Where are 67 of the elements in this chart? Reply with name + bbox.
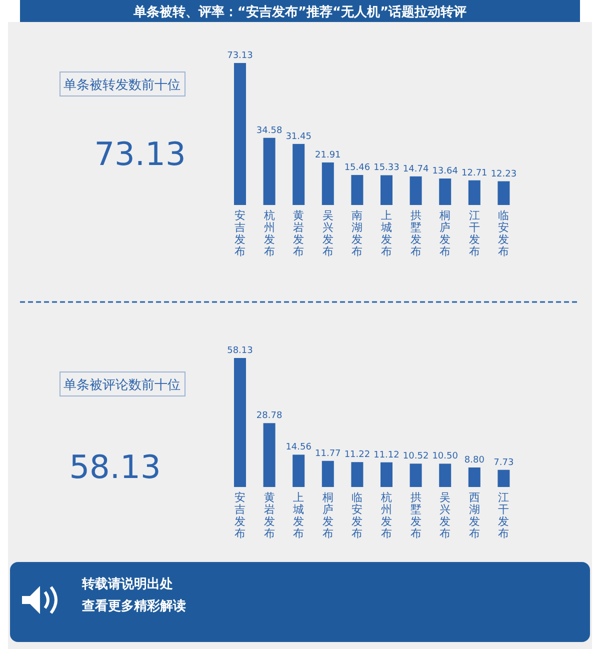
x-tick-label: 杭州发布 xyxy=(380,491,392,540)
bar xyxy=(439,178,452,205)
text: 73.13 xyxy=(94,135,186,173)
data-label: 13.64 xyxy=(432,166,458,177)
x-tick-label: 南湖发布 xyxy=(352,209,363,258)
bar xyxy=(468,467,480,487)
x-tick-label: 吴兴发布 xyxy=(440,491,451,540)
x-tick-label: 桐庐发布 xyxy=(321,491,334,540)
x-tick-label: 安吉发布 xyxy=(234,209,246,258)
data-label: 12.71 xyxy=(462,168,488,178)
bar xyxy=(292,454,305,487)
data-label: 10.52 xyxy=(402,452,429,462)
text: 单条被评论数前十位 xyxy=(64,378,180,393)
x-tick-label: 西湖发布 xyxy=(468,491,480,540)
bar xyxy=(410,176,422,205)
data-label: 28.78 xyxy=(256,411,282,422)
x-tick-label: 安吉发布 xyxy=(234,491,246,540)
text: 58.13 xyxy=(69,448,161,486)
x-tick-label: 拱墅发布 xyxy=(410,209,422,258)
bar xyxy=(351,462,364,487)
data-label: 14.56 xyxy=(286,442,312,453)
chart-title: 单条被转、评率：“安吉发布”推荐“无人机”话题拉动转评 xyxy=(132,4,467,20)
data-label: 73.13 xyxy=(227,51,253,61)
data-label: 7.73 xyxy=(494,458,514,468)
data-label: 11.77 xyxy=(315,448,341,459)
data-label: 21.91 xyxy=(315,150,341,160)
data-label: 12.23 xyxy=(490,169,517,180)
text: 转载请说明出处 xyxy=(81,577,173,592)
bar xyxy=(468,180,480,205)
data-label: 15.46 xyxy=(344,162,370,173)
data-label: 8.80 xyxy=(464,455,485,466)
data-label: 11.12 xyxy=(374,450,400,460)
data-label: 14.74 xyxy=(402,164,429,174)
data-label: 15.33 xyxy=(374,163,400,174)
bar xyxy=(322,460,334,487)
x-tick-label: 吴兴发布 xyxy=(322,209,334,258)
x-tick-label: 临安发布 xyxy=(498,209,510,258)
bar xyxy=(351,174,364,205)
text: 查看更多精彩解读 xyxy=(81,598,186,614)
bar xyxy=(380,462,392,487)
x-tick-label: 黄岩发布 xyxy=(293,209,304,258)
data-label: 10.50 xyxy=(432,452,458,462)
bar xyxy=(410,464,422,487)
bar xyxy=(380,175,392,205)
data-label: 34.58 xyxy=(256,126,282,136)
bar xyxy=(263,138,276,205)
text: 单条被转发数前十位 xyxy=(64,78,180,93)
bar xyxy=(439,464,452,487)
bar xyxy=(322,162,334,205)
bar xyxy=(234,358,246,487)
bar xyxy=(498,470,510,487)
x-tick-label: 上城发布 xyxy=(292,491,304,540)
data-label: 11.22 xyxy=(344,450,370,460)
data-label: 58.13 xyxy=(227,346,253,356)
x-tick-label: 江干发布 xyxy=(468,209,480,258)
x-tick-label: 黄岩发布 xyxy=(264,491,275,540)
x-tick-label: 杭州发布 xyxy=(262,209,275,258)
x-tick-label: 拱墅发布 xyxy=(410,491,422,540)
x-tick-label: 桐庐发布 xyxy=(438,209,451,258)
x-tick-label: 上城发布 xyxy=(380,209,392,258)
x-tick-label: 临安发布 xyxy=(352,491,363,540)
data-label: 31.45 xyxy=(286,132,312,142)
x-tick-label: 江干发布 xyxy=(498,491,510,540)
bar xyxy=(292,144,305,205)
bar xyxy=(234,63,246,205)
bar xyxy=(263,423,276,487)
bar xyxy=(498,181,510,205)
